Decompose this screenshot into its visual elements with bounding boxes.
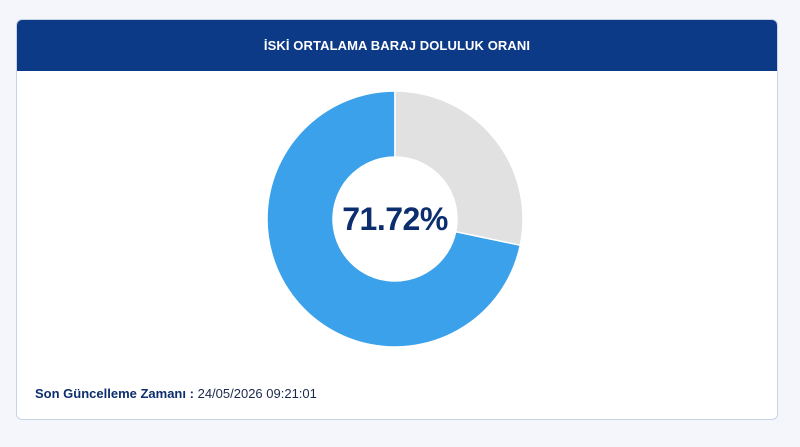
donut-slice-empty[interactable] [394, 90, 524, 247]
card-title: İSKİ ORTALAMA BARAJ DOLULUK ORANI [263, 38, 531, 53]
fill-percentage-label: 71.72% [342, 200, 448, 237]
last-update-timestamp: 24/05/2026 09:21:01 [197, 386, 317, 401]
donut-chart: 71.72% [17, 71, 777, 351]
last-update-label: Son Güncelleme Zamanı [35, 386, 186, 401]
last-update: Son Güncelleme Zamanı : 24/05/2026 09:21… [35, 386, 317, 401]
card-header: İSKİ ORTALAMA BARAJ DOLULUK ORANI [17, 20, 777, 71]
donut-slice-filled[interactable] [266, 90, 522, 348]
last-update-separator: : [189, 386, 194, 401]
dam-fill-card: İSKİ ORTALAMA BARAJ DOLULUK ORANI 71.72%… [16, 19, 778, 420]
donut-chart-svg [266, 90, 524, 348]
